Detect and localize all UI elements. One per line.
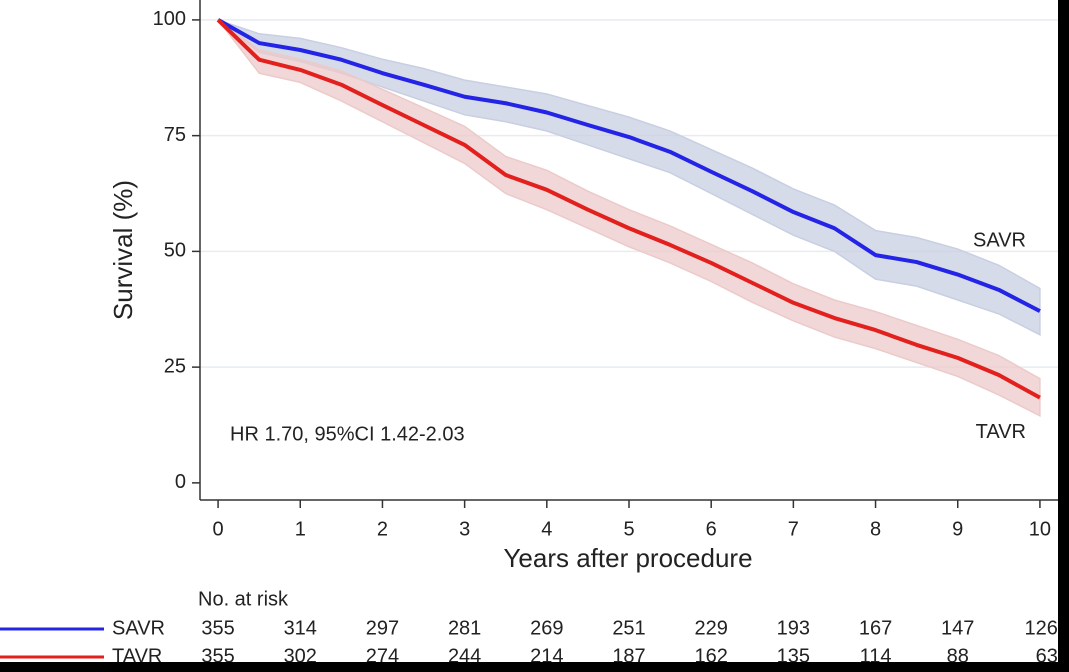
risk-row-label: SAVR bbox=[112, 617, 165, 639]
series-label: TAVR bbox=[976, 421, 1026, 443]
survival-line bbox=[216, 18, 1041, 400]
y-tick-label: 75 bbox=[164, 124, 186, 146]
x-tick-label: 1 bbox=[295, 518, 306, 540]
x-tick-label: 3 bbox=[459, 518, 470, 540]
risk-count: 355 bbox=[201, 617, 234, 639]
risk-count: 193 bbox=[777, 617, 810, 639]
risk-count: 126 bbox=[1025, 617, 1058, 639]
risk-count: 297 bbox=[366, 617, 399, 639]
x-tick-label: 10 bbox=[1029, 518, 1051, 540]
y-tick-label: 100 bbox=[153, 8, 186, 30]
annotation: HR 1.70, 95%CI 1.42-2.03 bbox=[230, 423, 465, 445]
x-tick-label: 4 bbox=[541, 518, 552, 540]
risk-count: 251 bbox=[612, 617, 645, 639]
y-tick-label: 0 bbox=[175, 471, 186, 493]
x-tick-label: 5 bbox=[623, 518, 634, 540]
risk-count: 274 bbox=[366, 645, 399, 667]
risk-count: 214 bbox=[530, 645, 563, 667]
x-tick-label: 0 bbox=[213, 518, 224, 540]
frame bbox=[0, 662, 1069, 672]
series-label: SAVR bbox=[973, 229, 1026, 251]
survival-line bbox=[217, 18, 1041, 313]
risk-count: 355 bbox=[201, 645, 234, 667]
risk-count: 229 bbox=[694, 617, 727, 639]
risk-count: 135 bbox=[777, 645, 810, 667]
x-tick-label: 8 bbox=[870, 518, 881, 540]
y-tick-label: 50 bbox=[164, 240, 186, 262]
risk-count: 244 bbox=[448, 645, 481, 667]
frame bbox=[1058, 0, 1069, 672]
x-axis-label: Years after procedure bbox=[503, 543, 752, 573]
risk-count: 187 bbox=[612, 645, 645, 667]
risk-count: 281 bbox=[448, 617, 481, 639]
risk-count: 302 bbox=[284, 645, 317, 667]
risk-table-title: No. at risk bbox=[198, 588, 289, 610]
confidence-band bbox=[217, 19, 1041, 336]
risk-row-label: TAVR bbox=[112, 645, 162, 667]
risk-count: 147 bbox=[941, 617, 974, 639]
risk-count: 162 bbox=[694, 645, 727, 667]
x-tick-label: 7 bbox=[788, 518, 799, 540]
risk-count: 269 bbox=[530, 617, 563, 639]
risk-count: 314 bbox=[284, 617, 317, 639]
plot-area bbox=[200, 18, 1058, 417]
y-tick-label: 25 bbox=[164, 355, 186, 377]
risk-count: 63 bbox=[1036, 645, 1058, 667]
x-tick-label: 2 bbox=[377, 518, 388, 540]
risk-count: 114 bbox=[860, 645, 892, 667]
y-axis-label: Survival (%) bbox=[108, 180, 138, 320]
x-tick-label: 6 bbox=[706, 518, 717, 540]
risk-count: 167 bbox=[859, 617, 892, 639]
risk-count: 88 bbox=[947, 645, 969, 667]
x-tick-label: 9 bbox=[952, 518, 963, 540]
